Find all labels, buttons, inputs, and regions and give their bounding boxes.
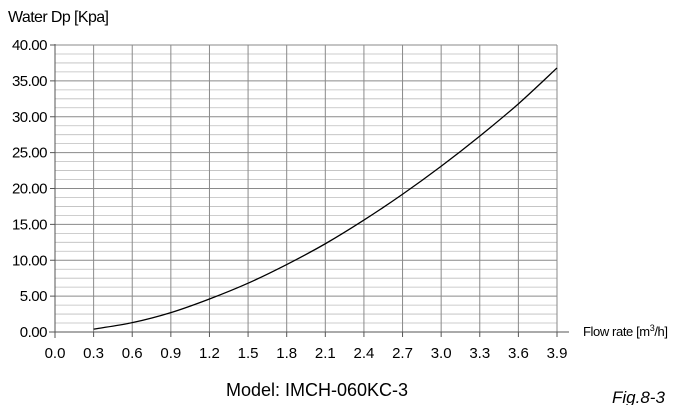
x-tick-label: 2.1 bbox=[315, 345, 336, 362]
chart-axes bbox=[49, 44, 569, 338]
y-tick-label: 5.00 bbox=[20, 288, 47, 305]
x-tick-label: 3.6 bbox=[508, 345, 529, 362]
x-tick-label: 0.9 bbox=[160, 345, 181, 362]
y-tick-label: 30.00 bbox=[12, 109, 47, 126]
x-tick-label: 3.3 bbox=[469, 345, 490, 362]
x-tick-label: 3.0 bbox=[431, 345, 452, 362]
x-tick-label: 3.9 bbox=[547, 345, 568, 362]
x-tick-label: 0.3 bbox=[83, 345, 104, 362]
x-tick-label: 1.8 bbox=[276, 345, 297, 362]
x-tick-label: 1.2 bbox=[199, 345, 220, 362]
x-tick-label: 0.6 bbox=[122, 345, 143, 362]
model-caption: Model: IMCH-060KC-3 bbox=[226, 380, 408, 400]
y-tick-label: 10.00 bbox=[12, 252, 47, 269]
y-tick-label: 35.00 bbox=[12, 73, 47, 90]
y-tick-label: 40.00 bbox=[12, 37, 47, 54]
y-tick-label: 20.00 bbox=[12, 181, 47, 198]
y-tick-label: 0.00 bbox=[20, 324, 47, 341]
y-tick-labels: 0.00 5.00 10.00 15.00 20.00 25.00 30.00 35.00 40… bbox=[12, 37, 48, 341]
y-tick-label: 15.00 bbox=[12, 216, 47, 233]
figure-label: Fig.8-3 bbox=[612, 388, 665, 405]
x-tick-label: 1.5 bbox=[238, 345, 259, 362]
x-axis-label: Flow rate [m3/h] bbox=[583, 323, 668, 339]
x-tick-labels: 0.0 0.3 0.6 0.9 1.2 1.5 1.8 2.1 2.4 2.7 3.0 3.3 3.6 3… bbox=[45, 345, 568, 362]
chart-grid bbox=[54, 44, 558, 333]
y-axis-label: Water Dp [Kpa] bbox=[8, 9, 109, 26]
x-tick-label: 2.4 bbox=[353, 345, 374, 362]
x-tick-label: 2.7 bbox=[392, 345, 413, 362]
x-tick-label: 0.0 bbox=[45, 345, 66, 362]
series-line bbox=[93, 67, 558, 330]
y-tick-label: 25.00 bbox=[12, 145, 47, 162]
